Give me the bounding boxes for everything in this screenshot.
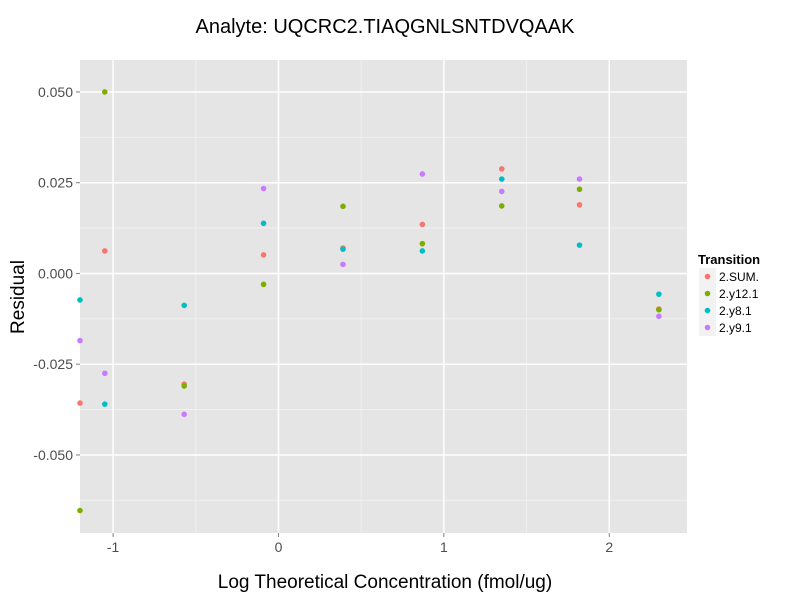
y-tick-label: 0.050 xyxy=(38,84,73,100)
data-point xyxy=(102,370,108,377)
legend-label: 2.SUM. xyxy=(719,270,759,284)
data-point xyxy=(576,176,583,182)
data-point xyxy=(576,202,583,208)
data-point xyxy=(77,400,83,406)
x-tick-label: 2 xyxy=(605,539,613,555)
data-point xyxy=(419,171,426,177)
x-tick-label: 1 xyxy=(440,539,448,555)
y-tick-label: 0.000 xyxy=(38,265,73,281)
data-point xyxy=(260,281,267,288)
x-axis-title: Log Theoretical Concentration (fmol/ug) xyxy=(218,572,552,593)
data-point xyxy=(656,306,662,313)
data-point xyxy=(181,383,187,389)
chart-title: Analyte: UQCRC2.TIAQGNLSNTDVQAAK xyxy=(196,16,576,38)
legend-title: Transition xyxy=(698,252,760,267)
data-point xyxy=(181,411,187,418)
data-point xyxy=(260,185,267,192)
data-point xyxy=(498,188,505,195)
data-point xyxy=(656,313,662,320)
data-point xyxy=(419,221,426,228)
data-point xyxy=(77,297,83,303)
legend-label: 2.y9.1 xyxy=(719,321,752,335)
data-point xyxy=(498,166,505,172)
data-point xyxy=(498,203,505,209)
legend-key-dot xyxy=(704,273,711,280)
data-points xyxy=(77,89,662,514)
y-tick-label: -0.050 xyxy=(33,447,73,463)
minor-gridlines xyxy=(80,60,687,533)
y-axis-title: Residual xyxy=(8,260,29,334)
data-point xyxy=(102,401,108,407)
major-gridlines xyxy=(80,60,687,533)
data-point xyxy=(498,176,505,182)
data-point xyxy=(340,246,346,252)
x-tick-label: 0 xyxy=(275,539,283,555)
data-point xyxy=(102,248,108,254)
legend-key-dot xyxy=(704,324,711,331)
data-point xyxy=(576,242,583,248)
data-point xyxy=(576,186,583,193)
legend-key-dot xyxy=(704,307,711,314)
y-axis-ticks: -0.050 -0.025 0.000 0.025 0.050 xyxy=(33,84,80,463)
plot-panel xyxy=(80,60,687,533)
y-tick-label: 0.025 xyxy=(38,175,73,191)
y-tick-label: -0.025 xyxy=(33,356,73,372)
data-point xyxy=(340,203,346,210)
data-point xyxy=(260,220,267,227)
data-point xyxy=(102,89,108,95)
data-point xyxy=(77,337,83,344)
data-point xyxy=(419,240,426,247)
x-axis-ticks: -1 0 1 2 xyxy=(107,533,613,555)
legend-label: 2.y8.1 xyxy=(719,304,752,318)
data-point xyxy=(181,302,187,309)
legend-label: 2.y12.1 xyxy=(719,287,759,301)
data-point xyxy=(419,248,426,254)
data-point xyxy=(260,252,267,258)
x-tick-label: -1 xyxy=(107,539,120,555)
data-point xyxy=(77,507,83,514)
legend: Transition 2.SUM. 2.y12.1 2.y8.1 2.y9.1 xyxy=(698,252,760,336)
legend-key-dot xyxy=(704,290,711,297)
data-point xyxy=(340,261,346,268)
data-point xyxy=(656,291,662,297)
